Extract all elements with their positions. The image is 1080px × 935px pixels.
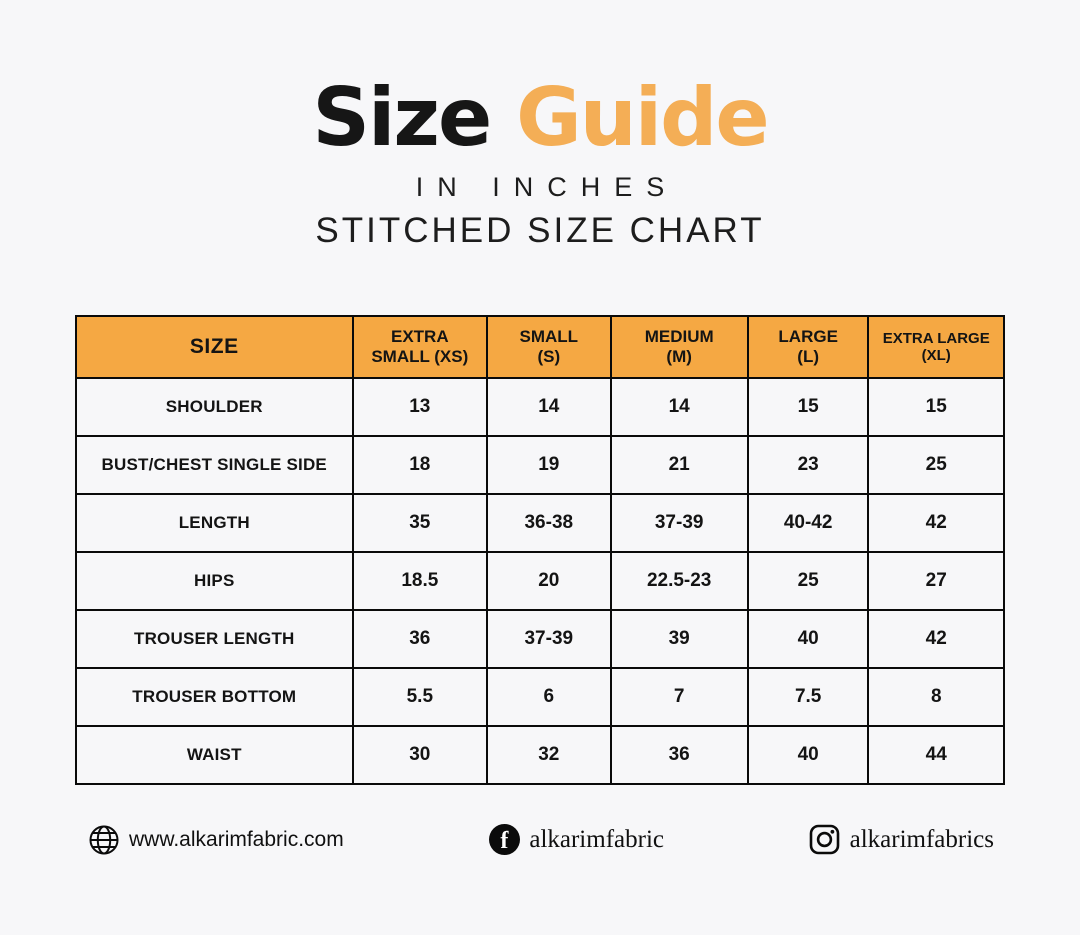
row-label: TROUSER BOTTOM <box>75 667 354 727</box>
size-value-cell: 37-39 <box>609 493 749 553</box>
facebook-handle: alkarimfabric <box>529 825 664 853</box>
table-row: HIPS 18.5 20 22.5-23 25 27 <box>75 551 1005 611</box>
table-row: WAIST 30 32 36 40 44 <box>75 725 1005 785</box>
table-row: BUST/CHEST SINGLE SIDE 18 19 21 23 25 <box>75 435 1005 495</box>
size-value-cell: 42 <box>867 493 1005 553</box>
column-header-size: SIZE <box>75 315 354 379</box>
page-title-size: Size <box>312 71 492 164</box>
size-value-cell: 32 <box>486 725 612 785</box>
size-value-cell: 20 <box>486 551 612 611</box>
size-value-cell: 42 <box>867 609 1005 669</box>
size-value-cell: 37-39 <box>486 609 612 669</box>
subtitle-stitched-size-chart: STITCHED SIZE CHART <box>315 211 765 250</box>
title-block: Size Guide IN INCHES STITCHED SIZE CHART <box>0 0 1080 251</box>
column-header-s: SMALL (S) <box>486 315 612 379</box>
size-value-cell: 7.5 <box>746 667 870 727</box>
instagram-icon <box>809 824 841 856</box>
header-row: SIZE EXTRA SMALL (XS) SMALL (S) MEDIUM (M) LARG… <box>75 315 1005 379</box>
size-value-cell: 36-38 <box>486 493 612 553</box>
footer-facebook: f alkarimfabric <box>488 824 664 856</box>
column-header-xl: EXTRA LARGE (XL) <box>867 315 1005 379</box>
size-value-cell: 13 <box>351 377 489 437</box>
size-value-cell: 18.5 <box>351 551 489 611</box>
size-value-cell: 14 <box>486 377 612 437</box>
table-row: TROUSER LENGTH 36 37-39 39 40 42 <box>75 609 1005 669</box>
size-value-cell: 18 <box>351 435 489 495</box>
size-value-cell: 39 <box>609 609 749 669</box>
row-label: LENGTH <box>75 493 354 553</box>
size-value-cell: 22.5-23 <box>609 551 749 611</box>
table-row: TROUSER BOTTOM 5.5 6 7 7.5 8 <box>75 667 1005 727</box>
size-value-cell: 44 <box>867 725 1005 785</box>
size-value-cell: 15 <box>867 377 1005 437</box>
size-value-cell: 6 <box>486 667 612 727</box>
column-header-l: LARGE (L) <box>746 315 870 379</box>
globe-icon <box>88 824 120 856</box>
row-label: HIPS <box>75 551 354 611</box>
size-value-cell: 40 <box>746 725 870 785</box>
size-table-header-row: SIZE EXTRA SMALL (XS) SMALL (S) MEDIUM (M) LARG… <box>75 315 1005 379</box>
column-header-m: MEDIUM (M) <box>609 315 749 379</box>
website-url: www.alkarimfabric.com <box>129 827 344 851</box>
size-table-body: SHOULDER 13 14 14 15 15 BUST/CHEST SINGLE SIDE… <box>75 377 1005 785</box>
size-value-cell: 40 <box>746 609 870 669</box>
size-value-cell: 36 <box>351 609 489 669</box>
size-value-cell: 8 <box>867 667 1005 727</box>
table-row: LENGTH 35 36-38 37-39 40-42 42 <box>75 493 1005 553</box>
size-value-cell: 25 <box>867 435 1005 495</box>
page-title-guide: Guide <box>516 71 770 164</box>
footer-instagram: alkarimfabrics <box>809 824 994 856</box>
size-value-cell: 21 <box>609 435 749 495</box>
facebook-icon: f <box>488 824 520 856</box>
footer-website: www.alkarimfabric.com <box>88 824 344 856</box>
size-value-cell: 23 <box>746 435 870 495</box>
footer: www.alkarimfabric.com f alkarimfabric al… <box>0 812 1080 867</box>
size-value-cell: 7 <box>609 667 749 727</box>
table-row: SHOULDER 13 14 14 15 15 <box>75 377 1005 437</box>
size-value-cell: 35 <box>351 493 489 553</box>
row-label: WAIST <box>75 725 354 785</box>
size-value-cell: 30 <box>351 725 489 785</box>
size-value-cell: 5.5 <box>351 667 489 727</box>
row-label: SHOULDER <box>75 377 354 437</box>
size-value-cell: 40-42 <box>746 493 870 553</box>
size-value-cell: 36 <box>609 725 749 785</box>
page-title: Size Guide <box>0 78 1080 158</box>
row-label: TROUSER LENGTH <box>75 609 354 669</box>
size-value-cell: 19 <box>486 435 612 495</box>
row-label: BUST/CHEST SINGLE SIDE <box>75 435 354 495</box>
size-chart-table: SIZE EXTRA SMALL (XS) SMALL (S) MEDIUM (M) LARG… <box>75 315 1005 785</box>
size-chart-table-wrapper: SIZE EXTRA SMALL (XS) SMALL (S) MEDIUM (M) LARG… <box>75 315 1005 785</box>
instagram-handle: alkarimfabrics <box>849 825 994 853</box>
size-value-cell: 14 <box>609 377 749 437</box>
subtitle-in-inches: IN INCHES <box>415 172 679 202</box>
size-value-cell: 27 <box>867 551 1005 611</box>
size-value-cell: 25 <box>746 551 870 611</box>
size-value-cell: 15 <box>746 377 870 437</box>
column-header-xs: EXTRA SMALL (XS) <box>351 315 489 379</box>
